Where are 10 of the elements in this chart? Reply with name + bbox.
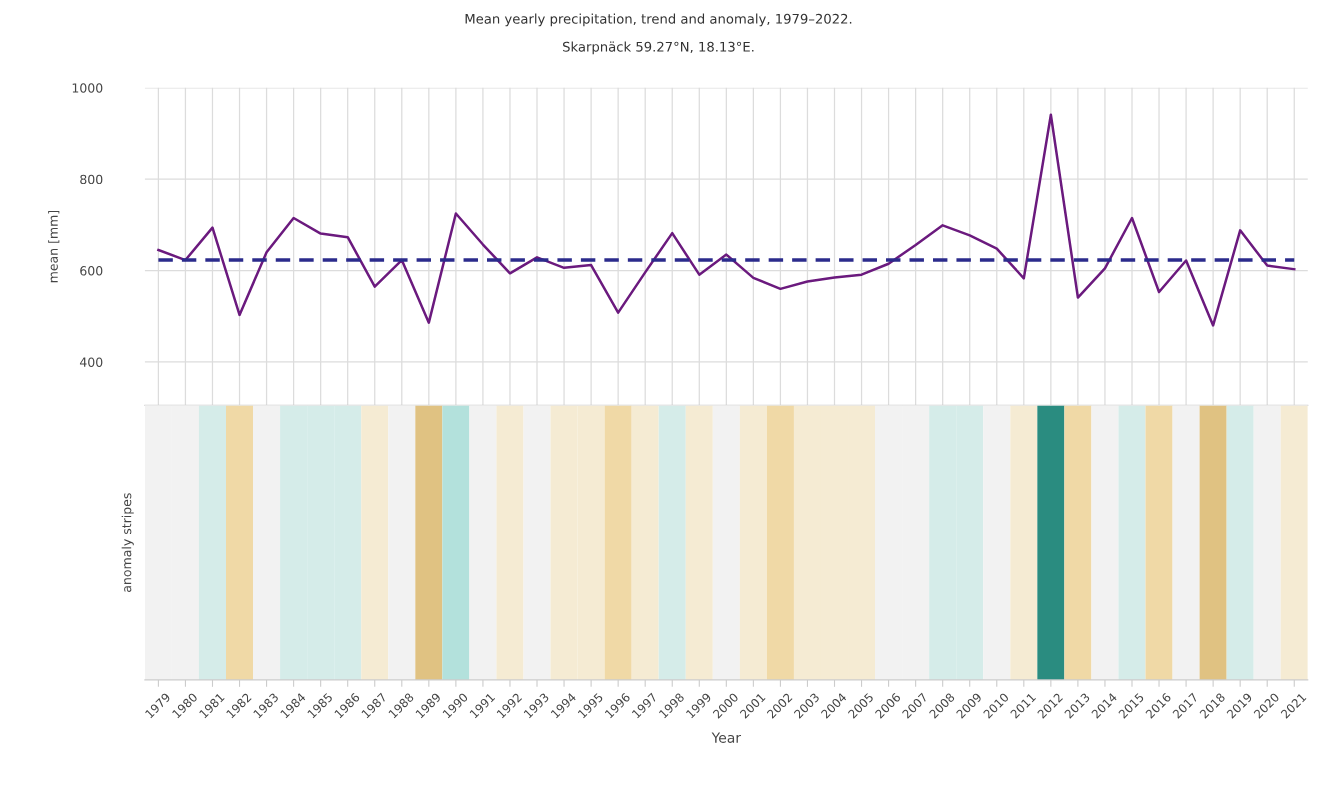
line-series bbox=[157, 113, 1296, 327]
chart-subtitle: Skarpnäck 59.27°N, 18.13°E. bbox=[563, 41, 754, 55]
chart-title: Mean yearly precipitation, trend and anomaly, 1979–2022. bbox=[465, 13, 852, 27]
y-tick-label: 1000 bbox=[72, 83, 103, 93]
y-tick-label: 400 bbox=[79, 357, 103, 367]
y-tick-label: 800 bbox=[80, 174, 103, 185]
y-axis-title: mean [mm] bbox=[48, 210, 60, 283]
y-tick-label: 600 bbox=[80, 266, 103, 276]
y-axis-title: anomaly stripes bbox=[121, 493, 134, 592]
x-axis-title: Year bbox=[711, 732, 742, 743]
